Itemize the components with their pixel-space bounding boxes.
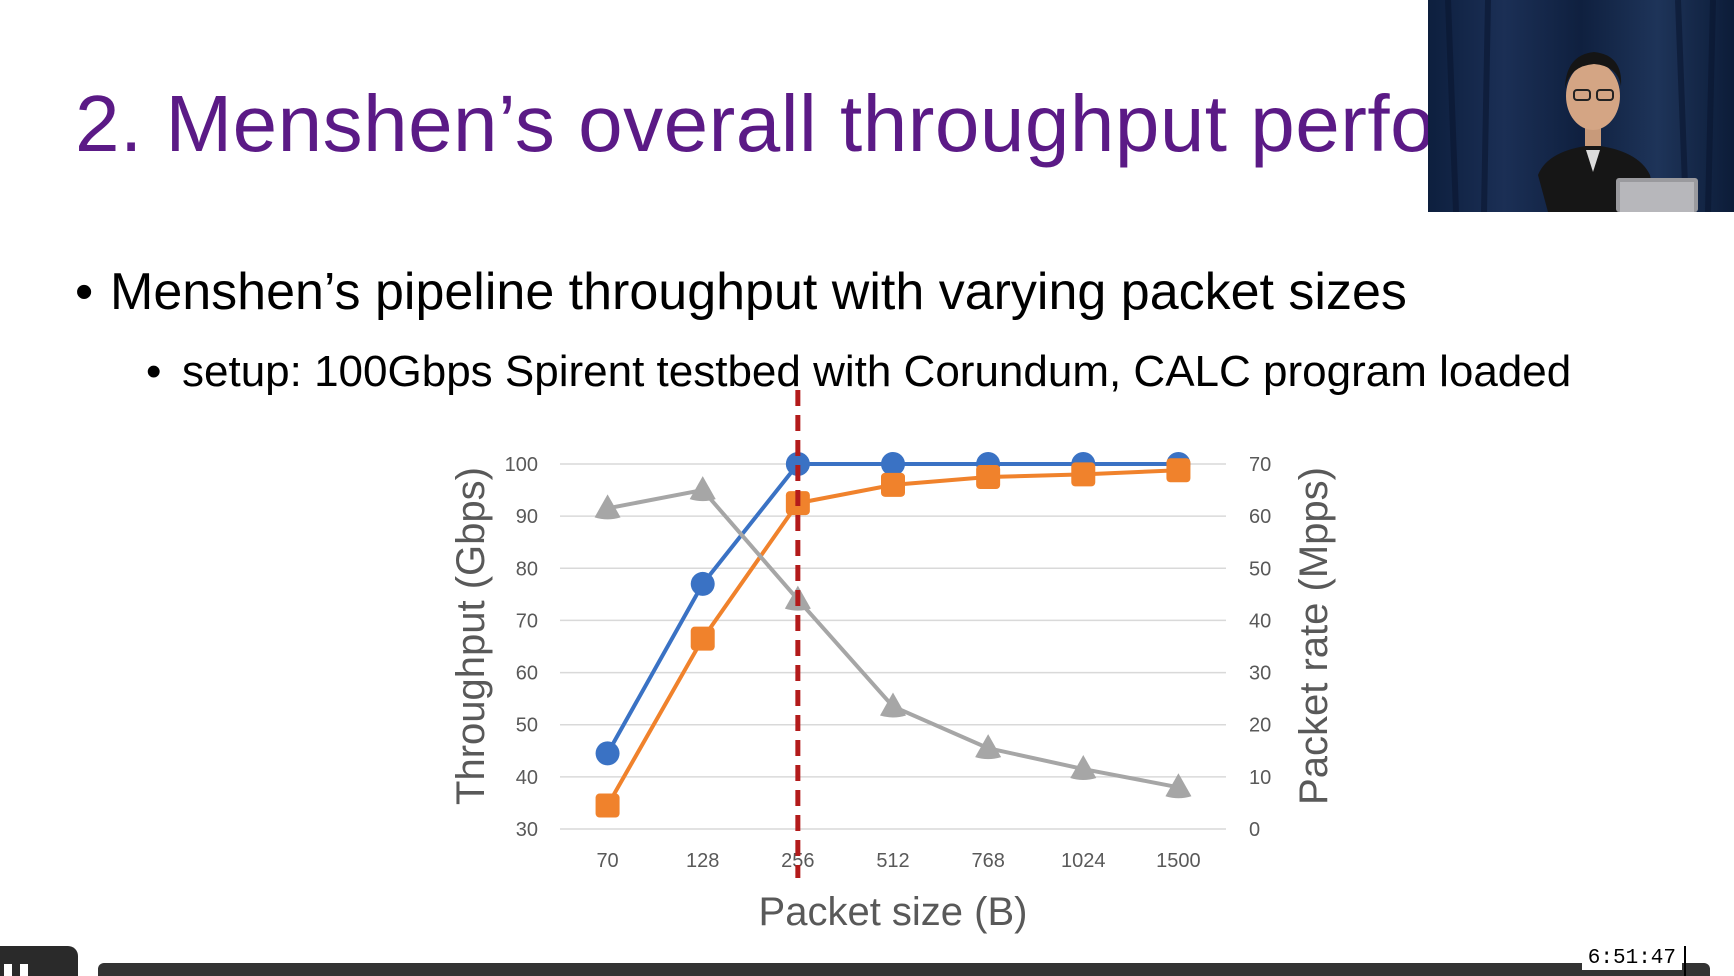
data-point xyxy=(1070,755,1097,781)
y-tick-label-right: 0 xyxy=(1249,819,1260,841)
y-tick-label-left: 30 xyxy=(516,819,538,841)
data-point xyxy=(594,494,621,520)
x-tick-label: 256 xyxy=(781,850,814,872)
pause-icon xyxy=(4,964,12,976)
chart-gridlines xyxy=(560,463,1226,830)
chart-axes: 30 40 50 60 70 80 90 100 0 10 20 30 40 50 60 70 70 128 256… xyxy=(505,454,1272,872)
data-point xyxy=(1071,462,1096,487)
x-tick-label: 1024 xyxy=(1061,850,1106,872)
data-point xyxy=(690,626,715,651)
y-tick-label-left: 60 xyxy=(516,663,538,685)
data-point xyxy=(881,452,905,476)
x-tick-label: 1500 xyxy=(1156,850,1201,872)
y-axis-label-left: Throughput (Gbps) xyxy=(449,467,493,805)
y-tick-label-right: 10 xyxy=(1249,767,1271,789)
data-point xyxy=(785,452,810,476)
data-point xyxy=(595,741,620,766)
bullet-dot: • xyxy=(75,263,94,321)
y-tick-label-left: 40 xyxy=(516,767,538,789)
data-point xyxy=(1166,458,1191,483)
y-tick-label-left: 100 xyxy=(505,454,538,476)
data-point xyxy=(881,472,905,497)
y-axis-label-right: Packet rate (Mpps) xyxy=(1292,467,1336,805)
bullet-level1-text: Menshen’s pipeline throughput with varyi… xyxy=(110,263,1407,321)
video-timestamp: 6:51:47 xyxy=(1581,947,1682,970)
data-point xyxy=(689,476,716,502)
bullet-level2-text: setup: 100Gbps Spirent testbed with Coru… xyxy=(182,347,1572,396)
data-point xyxy=(975,734,1002,760)
x-tick-label: 70 xyxy=(596,850,618,872)
data-point xyxy=(976,465,1001,490)
chart-series xyxy=(594,452,1192,818)
y-tick-label-left: 80 xyxy=(516,558,538,580)
data-point xyxy=(880,692,906,718)
bullet-dot: • xyxy=(146,347,162,396)
video-progress-bar[interactable] xyxy=(98,963,1710,976)
play-pause-button[interactable] xyxy=(0,946,78,976)
y-tick-label-right: 30 xyxy=(1249,663,1271,685)
y-tick-label-left: 50 xyxy=(516,715,538,737)
data-point xyxy=(595,793,620,818)
x-axis-label: Packet size (B) xyxy=(759,890,1028,934)
y-tick-label-right: 50 xyxy=(1249,558,1271,580)
y-tick-label-left: 90 xyxy=(516,506,538,528)
progress-end-marker xyxy=(1684,946,1686,976)
data-point xyxy=(1165,773,1192,799)
y-tick-label-left: 70 xyxy=(516,610,538,632)
y-tick-label-right: 70 xyxy=(1249,454,1271,476)
y-tick-label-right: 60 xyxy=(1249,506,1271,528)
bullet-level1: • Menshen’s pipeline throughput with vary… xyxy=(75,262,1407,322)
y-tick-label-right: 20 xyxy=(1249,715,1271,737)
x-tick-label: 512 xyxy=(876,850,909,872)
y-tick-label-right: 40 xyxy=(1249,610,1271,632)
data-point xyxy=(690,571,715,596)
pause-icon-bar xyxy=(20,964,28,976)
x-tick-label: 128 xyxy=(686,850,719,872)
presenter-video xyxy=(1428,0,1734,212)
x-tick-label: 768 xyxy=(971,850,1004,872)
slide-title: 2. Menshen’s overall throughput perfo xyxy=(75,79,1436,168)
